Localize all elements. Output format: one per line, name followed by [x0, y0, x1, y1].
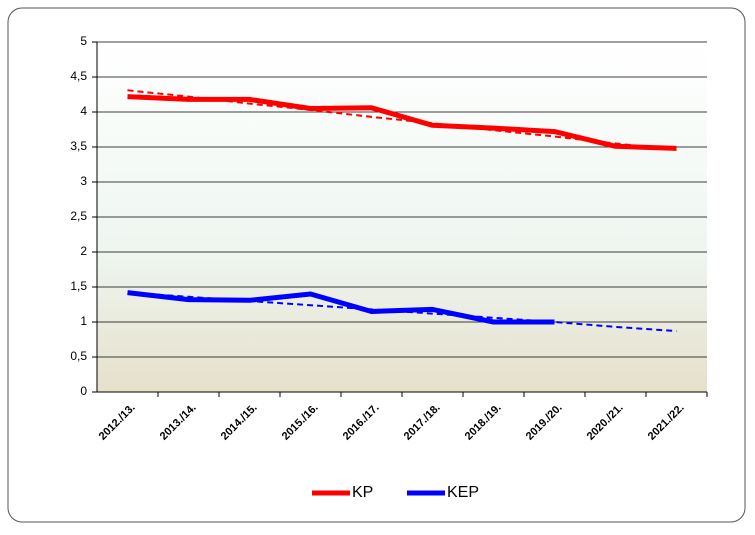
y-tick-label: 4: [80, 104, 87, 118]
legend-label: KEP: [447, 484, 479, 501]
y-tick-label: 3,5: [70, 139, 87, 153]
y-tick-label: 2,5: [70, 209, 87, 223]
legend-label: KP: [352, 484, 373, 501]
y-tick-label: 2: [80, 244, 87, 258]
y-tick-label: 1: [80, 314, 87, 328]
y-tick-label: 0: [80, 384, 87, 398]
y-tick-label: 4,5: [70, 69, 87, 83]
y-tick-label: 5: [80, 34, 87, 48]
y-tick-label: 0,5: [70, 349, 87, 363]
y-tick-label: 3: [80, 174, 87, 188]
y-tick-label: 1,5: [70, 279, 87, 293]
page: 00,511,522,533,544,552012./13.2013./14.2…: [0, 0, 755, 535]
chart: 00,511,522,533,544,552012./13.2013./14.2…: [0, 0, 755, 530]
